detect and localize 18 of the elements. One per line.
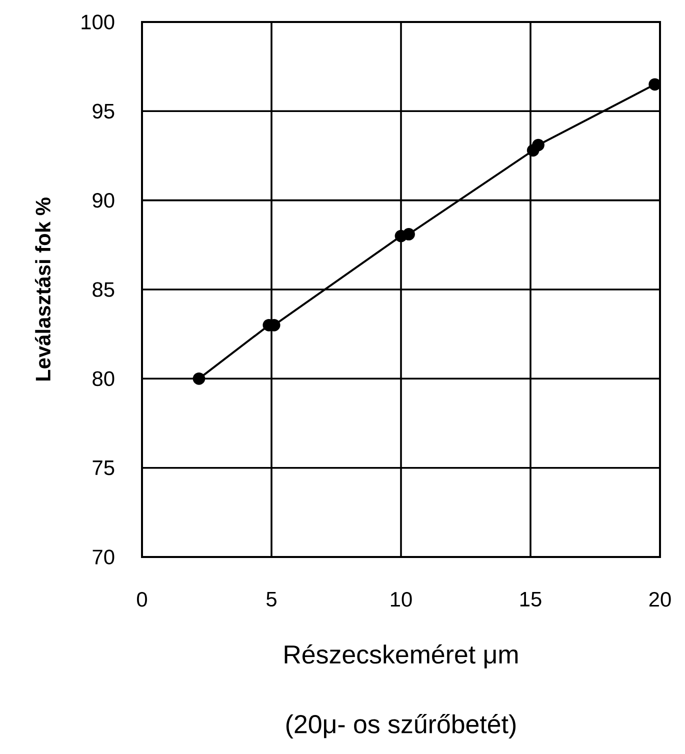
x-tick-label: 20 [649, 592, 671, 607]
text: (20μ- os szűrőbetét) [286, 714, 516, 738]
y-tick-label: 100 [82, 14, 114, 30]
y-tick-label: 90 [92, 192, 114, 208]
x-tick-label: 0 [136, 592, 147, 607]
x-tick-label: 5 [266, 592, 276, 607]
point [192, 372, 206, 385]
x-tick-label: 15 [520, 592, 542, 607]
point [532, 138, 544, 152]
x-tick-label: 10 [390, 592, 412, 607]
y-tick-label: 85 [92, 282, 114, 297]
y-axis-title: Leválasztási fok % [34, 198, 51, 381]
point [402, 228, 415, 240]
y-tick-label: 75 [92, 460, 114, 476]
y-tick-label: 80 [92, 371, 114, 386]
y-tick-label: 95 [92, 104, 114, 119]
y-tick-label: 70 [92, 550, 114, 564]
x-axis-title: Részecskeméret μm [284, 644, 518, 668]
